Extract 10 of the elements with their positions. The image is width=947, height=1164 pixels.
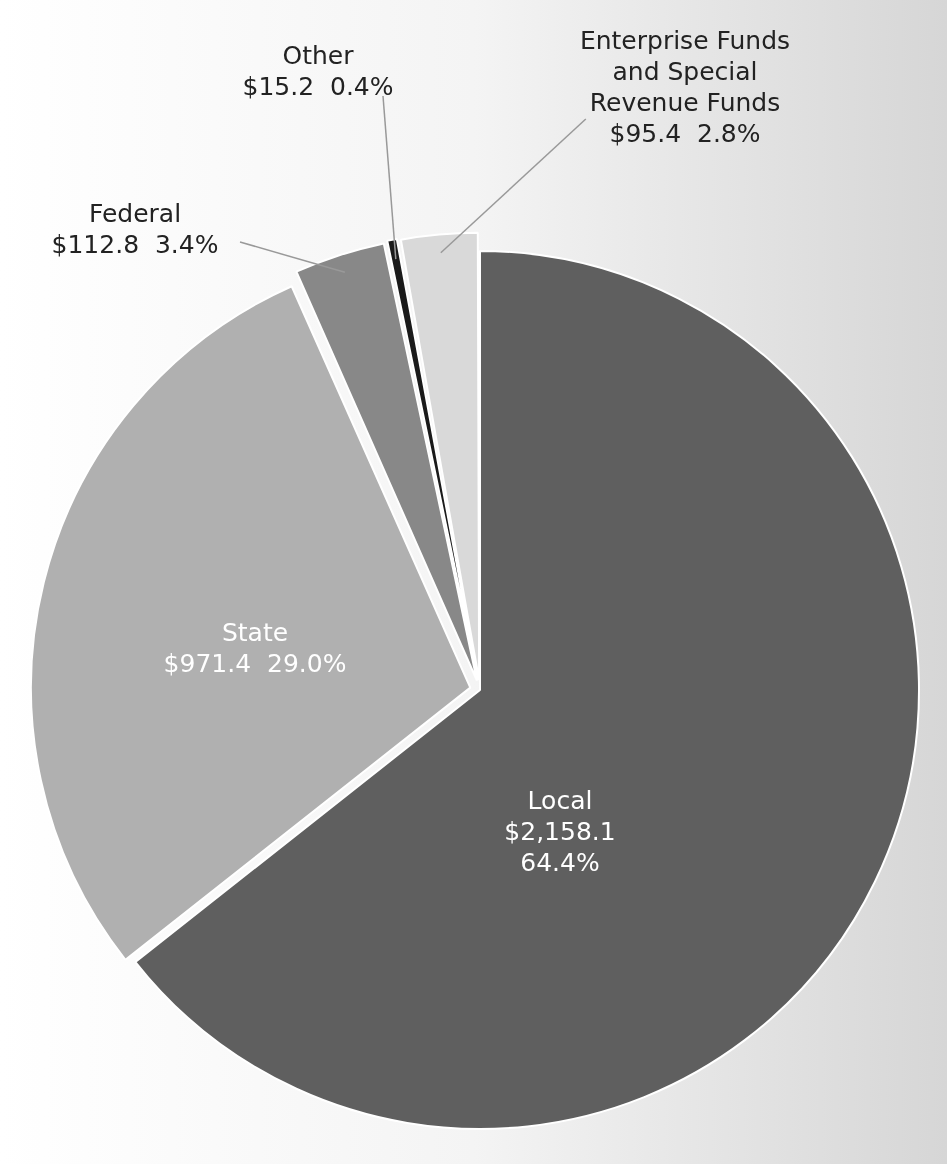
slice-label: Federal — [88, 199, 182, 228]
slice-label: Enterprise Funds and Special Revenue Funds — [579, 26, 791, 117]
data-label: $95.4 2.8% — [609, 119, 761, 148]
data-label: $112.8 3.4% — [51, 230, 219, 259]
data-label: $15.2 0.4% — [242, 72, 394, 101]
slice-label: Local — [527, 786, 593, 815]
data-label: $971.4 29.0% — [163, 649, 347, 678]
slice-label: State — [221, 618, 289, 647]
slice-label: Other — [282, 41, 355, 70]
data-label: $2,158.1 64.4% — [504, 817, 616, 877]
